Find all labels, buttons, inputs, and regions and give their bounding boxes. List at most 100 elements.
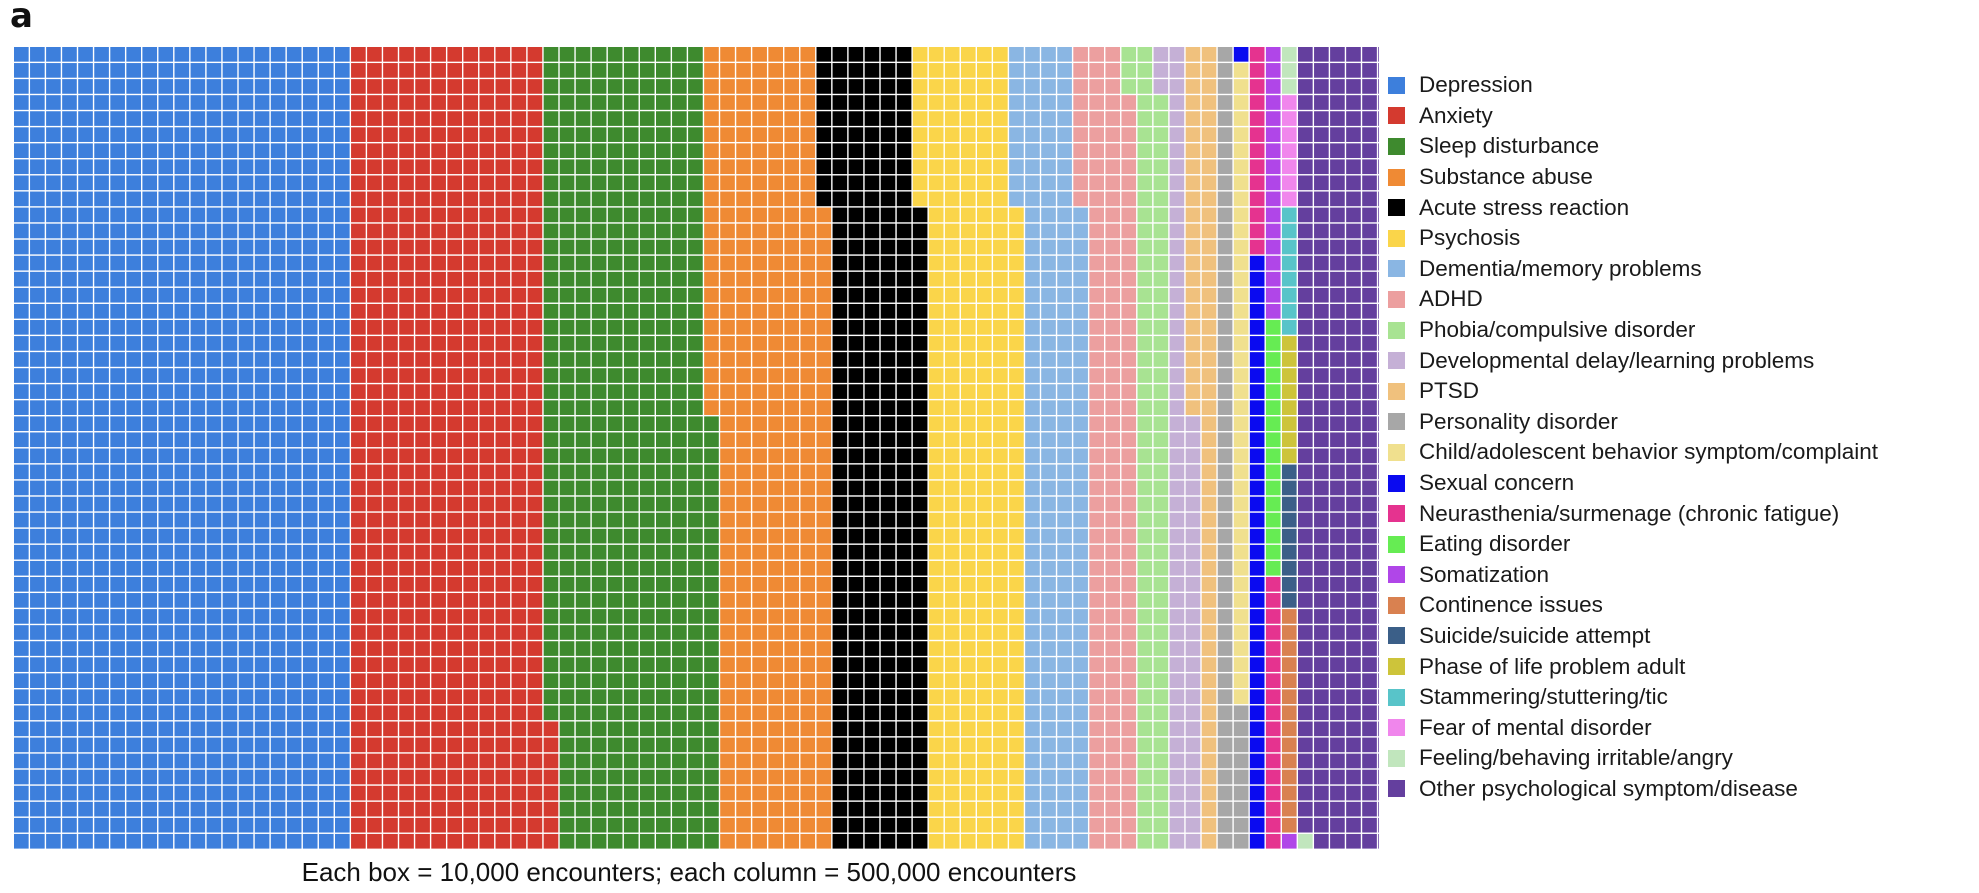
waffle-box	[736, 175, 751, 191]
waffle-box	[335, 496, 350, 512]
waffle-box	[14, 657, 29, 672]
waffle-box	[977, 593, 992, 608]
waffle-box	[1169, 448, 1185, 464]
waffle-box	[672, 576, 687, 592]
waffle-box	[1073, 512, 1088, 528]
waffle-box	[1217, 496, 1233, 512]
waffle-box	[1314, 159, 1329, 175]
waffle-box	[752, 255, 767, 271]
waffle-box	[78, 287, 93, 303]
waffle-box	[206, 560, 222, 576]
waffle-box	[960, 400, 976, 415]
waffle-box	[62, 63, 77, 78]
waffle-box	[607, 175, 623, 191]
waffle-box	[286, 833, 302, 849]
waffle-box	[1281, 416, 1297, 432]
waffle-box	[1137, 753, 1153, 769]
waffle-box	[94, 143, 109, 159]
waffle-box	[559, 737, 575, 753]
waffle-box	[1105, 528, 1121, 544]
waffle-box	[1153, 320, 1169, 335]
panel-label: a	[10, 0, 33, 36]
waffle-box	[1298, 287, 1313, 303]
waffle-box	[142, 111, 158, 126]
waffle-box	[78, 352, 93, 367]
waffle-box	[1330, 609, 1345, 624]
legend-swatch	[1388, 168, 1405, 186]
waffle-box	[126, 817, 141, 833]
waffle-box	[94, 785, 109, 801]
waffle-box	[993, 769, 1008, 785]
waffle-box	[399, 689, 414, 705]
waffle-box	[1362, 416, 1377, 432]
waffle-box	[1121, 320, 1137, 335]
waffle-box	[110, 673, 125, 688]
waffle-box	[351, 432, 366, 448]
waffle-box	[46, 657, 61, 672]
waffle-box	[704, 833, 719, 849]
waffle-box	[880, 416, 896, 432]
waffle-box	[591, 111, 607, 126]
waffle-box	[110, 303, 125, 319]
waffle-box	[142, 47, 158, 62]
waffle-box	[591, 785, 607, 801]
waffle-box	[399, 320, 414, 335]
waffle-box	[896, 689, 912, 705]
waffle-box	[190, 464, 206, 480]
waffle-box	[800, 416, 816, 432]
waffle-box	[1281, 785, 1297, 801]
waffle-box	[559, 721, 575, 737]
waffle-box	[1169, 737, 1185, 753]
waffle-box	[607, 223, 623, 239]
waffle-box	[816, 673, 832, 688]
waffle-box	[1025, 239, 1040, 255]
waffle-box	[1346, 95, 1361, 110]
waffle-box	[399, 303, 414, 319]
waffle-box	[30, 111, 45, 126]
waffle-box	[302, 207, 318, 223]
waffle-box	[1041, 512, 1056, 528]
legend-item: Developmental delay/learning problems	[1388, 345, 1878, 376]
waffle-box	[1025, 689, 1040, 705]
waffle-box	[1121, 191, 1137, 207]
waffle-box	[736, 287, 751, 303]
waffle-box	[768, 753, 783, 769]
waffle-box	[62, 239, 77, 255]
waffle-box	[928, 480, 944, 496]
waffle-box	[479, 801, 495, 817]
waffle-box	[543, 560, 559, 576]
waffle-box	[1281, 287, 1297, 303]
waffle-box	[543, 432, 559, 448]
waffle-box	[238, 271, 254, 287]
waffle-box	[1137, 223, 1153, 239]
waffle-box	[286, 368, 302, 383]
waffle-box	[543, 528, 559, 544]
waffle-box	[110, 737, 125, 753]
waffle-box	[126, 336, 141, 351]
waffle-box	[880, 255, 896, 271]
waffle-box	[383, 560, 398, 576]
waffle-box	[206, 320, 222, 335]
waffle-box	[1298, 480, 1313, 496]
waffle-box	[1265, 544, 1281, 560]
waffle-box	[1314, 737, 1329, 753]
waffle-box	[1105, 496, 1121, 512]
waffle-box	[1346, 255, 1361, 271]
waffle-box	[607, 111, 623, 126]
waffle-box	[78, 689, 93, 705]
waffle-box	[479, 593, 495, 608]
waffle-box	[816, 625, 832, 640]
waffle-box	[1314, 303, 1329, 319]
waffle-box	[672, 191, 687, 207]
waffle-box	[158, 336, 174, 351]
waffle-box	[1265, 801, 1281, 817]
waffle-box	[415, 143, 430, 159]
waffle-box	[736, 641, 751, 656]
waffle-box	[784, 352, 800, 367]
waffle-box	[1362, 721, 1377, 737]
waffle-box	[1073, 79, 1088, 94]
waffle-box	[447, 432, 462, 448]
waffle-box	[367, 191, 382, 207]
legend-label: Sexual concern	[1419, 470, 1575, 496]
waffle-box	[736, 560, 751, 576]
